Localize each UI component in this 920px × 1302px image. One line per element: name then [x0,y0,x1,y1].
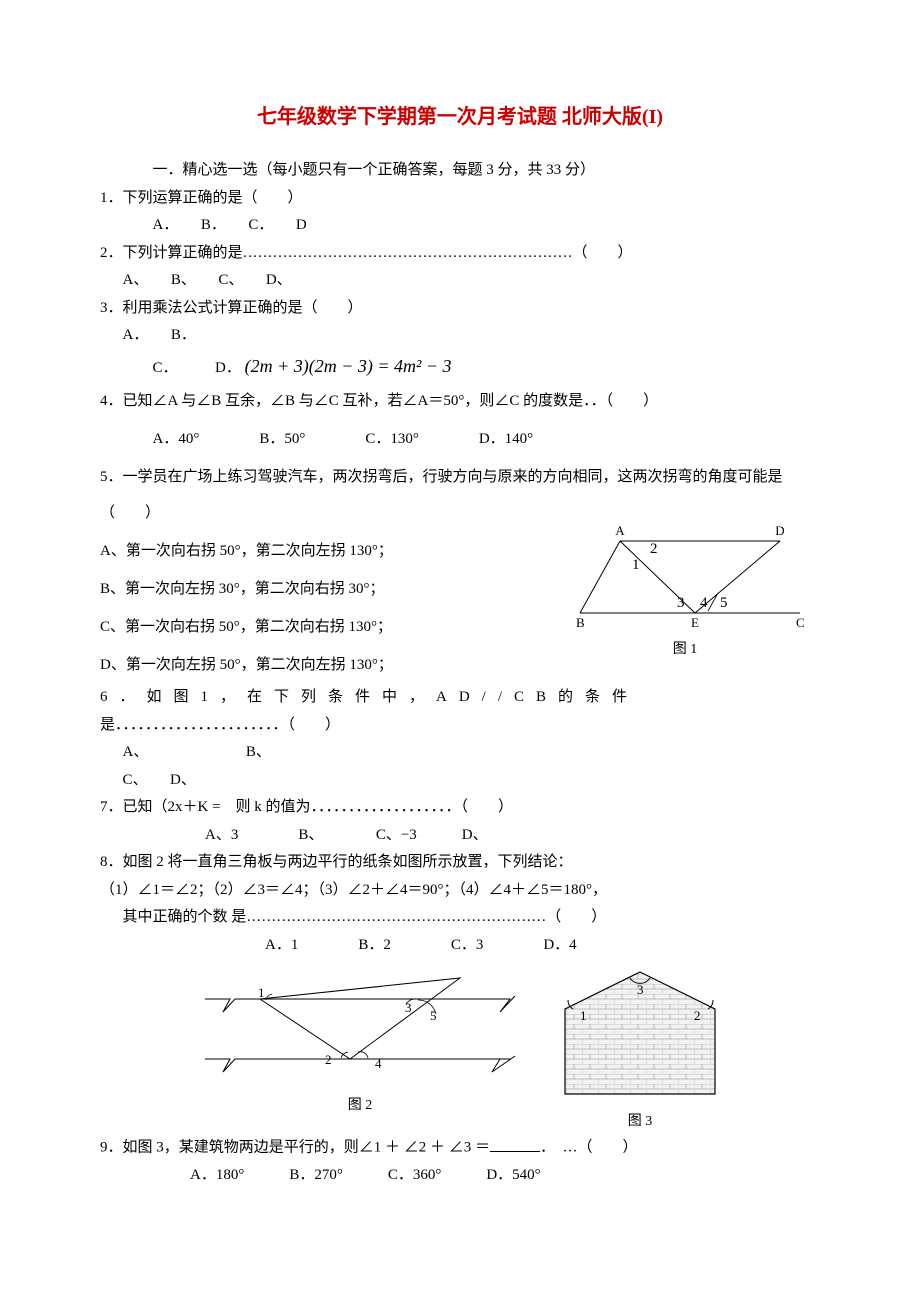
q6-options-ab: A、 B、 [100,740,820,766]
q9-stem-pre: 9．如图 3，某建筑物两边是平行的，则∠1 ＋ ∠2 ＋ ∠3 ＝ [100,1140,490,1156]
fig1-e: E [691,615,699,630]
fig2-ang1: 1 [258,985,265,1000]
q5-q6-block: 5．一学员在广场上练习驾驶汽车，两次拐弯后，行驶方向与原来的方向相同，这两次拐弯… [100,459,820,683]
q1-options: A． B． C． D [100,213,820,239]
fig1-d: D [775,523,784,538]
fig2-ang5: 5 [430,1008,437,1023]
figure-3-svg: 1 2 3 [550,964,730,1104]
figure-3-label: 图 3 [550,1110,730,1134]
q9-stem: 9．如图 3，某建筑物两边是平行的，则∠1 ＋ ∠2 ＋ ∠3 ＝ ． …（ ） [100,1135,820,1161]
q6-stem-text: 6．如图1，在下列条件中，AD//CB的条件 [100,689,639,705]
fig2-ang3: 3 [405,1000,412,1015]
q5-stem: 5．一学员在广场上练习驾驶汽车，两次拐弯后，行驶方向与原来的方向相同，这两次拐弯… [100,459,820,531]
q8-sub: （1）∠1＝∠2；（2）∠3＝∠4；（3）∠2＋∠4＝90°；（4）∠4＋∠5＝… [100,878,820,904]
fig1-ang1: 1 [632,557,640,573]
figure-2-svg: 1 2 3 4 5 [200,964,520,1084]
q3-stem: 3．利用乘法公式计算正确的是（ ） [100,296,820,322]
fig2-ang4: 4 [375,1056,382,1071]
q8-options: A．1 B．2 C．3 D．4 [100,933,820,959]
q9-stem-post: ． …（ ） [540,1140,638,1156]
q4-options: A．40° B．50° C．130° D．140° [100,421,820,457]
fig1-ang3: 3 [677,595,685,611]
q2-stem: 2．下列计算正确的是…………………………………………………………（ ） [100,241,820,267]
fig1-ang5: 5 [720,595,728,611]
fig2-ang2: 2 [325,1052,332,1067]
q4-stem: 4．已知∠A 与∠B 互余，∠B 与∠C 互补，若∠A＝50°，则∠C 的度数是… [100,383,820,419]
q3-options-ab: A． B． [100,323,820,349]
q3-formula: (2m + 3)(2m − 3) = 4m² − 3 [245,356,452,376]
q6-stem-line2: 是．．．．．．．．．．．．．．．．．．．．．．（ ） [100,713,820,739]
instruction-text: 一．精心选一选（每小题只有一个正确答案，每题 3 分，共 33 分） [100,158,820,184]
figures-row: 1 2 3 4 5 图 2 [200,964,820,1133]
fig3-ang1: 1 [580,1008,587,1023]
q7-stem: 7．已知（2x＋K = 则 k 的值为．．．．．．．．．．．．．．．．．．．（ … [100,795,820,821]
fig1-a: A [615,523,625,538]
figure-3-wrap: 1 2 3 图 3 [550,964,730,1133]
q5-options-panel: A、第一次向右拐 50°，第二次向左拐 130°； B、第一次向左拐 30°，第… [100,533,820,683]
figure-2-wrap: 1 2 3 4 5 图 2 [200,964,520,1117]
fig1-ang4: 4 [700,595,708,611]
q3-cd-prefix: C． D． [153,360,241,376]
figure-2-label: 图 2 [200,1094,520,1118]
figure-1-label: 图 1 [560,633,810,667]
figure-1-svg: A D B E C 1 2 3 4 5 [560,523,810,633]
fig3-ang2: 2 [694,1008,701,1023]
q2-options: A、 B、 C、 D、 [100,268,820,294]
fig1-c: C [796,615,805,630]
fig1-ang2: 2 [650,541,658,557]
q6-stem-line1: 6．如图1，在下列条件中，AD//CB的条件 [100,685,820,711]
q6-options-cd: C、 D、 [100,768,820,794]
q8-sub2: 其中正确的个数 是……………………………………………………（ ） [100,905,820,931]
q8-stem: 8．如图 2 将一直角三角板与两边平行的纸条如图所示放置，下列结论： [100,850,820,876]
fig3-ang3: 3 [637,982,644,997]
figure-1: A D B E C 1 2 3 4 5 图 1 [560,523,810,667]
page-title: 七年级数学下学期第一次月考试题 北师大版(I) [100,100,820,134]
blank-fill [490,1135,540,1152]
q1-stem: 1．下列运算正确的是（ ） [100,186,820,212]
q7-options: A、3 B、 C、−3 D、 [100,823,820,849]
fig1-b: B [576,615,585,630]
q3-options-cd: C． D． (2m + 3)(2m − 3) = 4m² − 3 [100,351,820,382]
q9-options: A．180° B．270° C．360° D．540° [100,1163,820,1189]
